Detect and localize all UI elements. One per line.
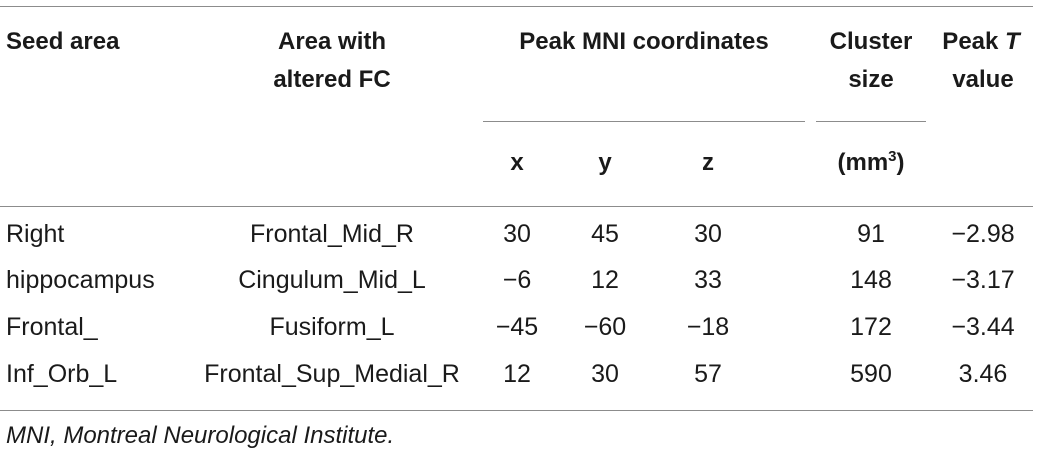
cell-cluster: 148 — [850, 266, 892, 294]
cell-z: 30 — [694, 220, 722, 248]
cell-z: 33 — [694, 266, 722, 294]
cell-y: 45 — [591, 220, 619, 248]
cell-seed: Right — [6, 220, 65, 248]
header-peak-t-line2: value — [952, 66, 1014, 93]
cell-t: −2.98 — [951, 220, 1015, 248]
cell-x: 30 — [503, 220, 531, 248]
cell-seed: Frontal_ — [6, 313, 98, 341]
header-cluster-line2: size — [848, 66, 894, 93]
cell-cluster: 91 — [857, 220, 885, 248]
cluster-group-rule — [816, 121, 926, 122]
header-cluster-line1: Cluster — [829, 28, 913, 55]
cell-seed: hippocampus — [6, 266, 155, 294]
cell-area: Frontal_Mid_R — [250, 220, 414, 248]
header-peak-t-line1: Peak T — [942, 28, 1020, 55]
mni-group-rule — [483, 121, 805, 122]
cell-seed: Inf_Orb_L — [6, 360, 118, 388]
table-footnote: MNI, Montreal Neurological Institute. — [6, 422, 395, 449]
header-x: x — [510, 149, 524, 176]
header-bottom-rule — [0, 206, 1033, 207]
cell-t: −3.17 — [951, 266, 1015, 294]
cell-y: 12 — [591, 266, 619, 294]
cell-cluster: 172 — [850, 313, 892, 341]
cell-y: −60 — [583, 313, 627, 341]
table-bottom-rule — [0, 410, 1033, 411]
header-cluster-unit: (mm3) — [837, 148, 905, 176]
header-altered-fc-line1: Area with — [277, 28, 387, 55]
cell-area: Cingulum_Mid_L — [238, 266, 426, 294]
header-y: y — [598, 149, 612, 176]
cell-cluster: 590 — [850, 360, 892, 388]
cell-y: 30 — [591, 360, 619, 388]
cell-x: −6 — [502, 266, 532, 294]
cell-x: 12 — [503, 360, 531, 388]
header-peak-mni: Peak MNI coordinates — [519, 28, 769, 55]
cell-t: −3.44 — [951, 313, 1015, 341]
cell-area: Frontal_Sup_Medial_R — [204, 360, 460, 388]
top-rule — [0, 6, 1033, 7]
cell-z: −18 — [686, 313, 730, 341]
header-z: z — [702, 149, 714, 176]
cell-t: 3.46 — [958, 360, 1008, 388]
cell-area: Fusiform_L — [269, 313, 395, 341]
cell-x: −45 — [495, 313, 539, 341]
cell-z: 57 — [694, 360, 722, 388]
header-seed-area: Seed area — [6, 28, 120, 55]
header-altered-fc-line2: altered FC — [273, 66, 391, 93]
